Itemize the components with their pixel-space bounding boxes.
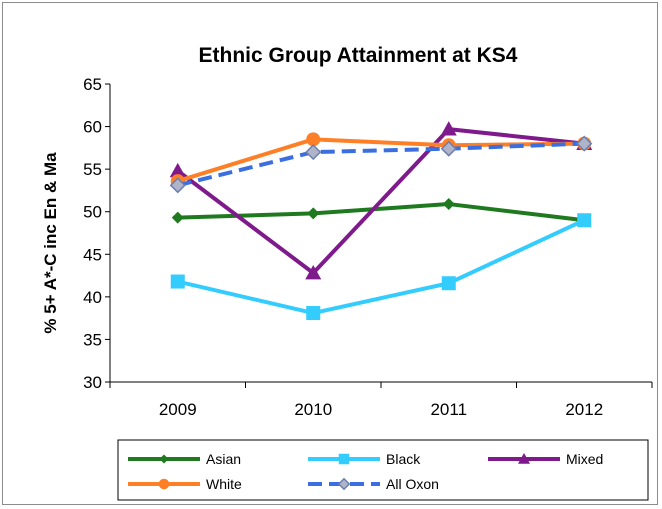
data-point: [576, 135, 593, 152]
y-tick-label: 45: [83, 245, 102, 264]
series-line: [176, 127, 585, 276]
legend-entry: Black: [308, 451, 421, 467]
legend-label: All Oxon: [386, 476, 439, 492]
data-point: [577, 213, 592, 228]
legend-label: Black: [386, 451, 421, 467]
legend-entry: White: [128, 476, 242, 492]
data-point: [306, 132, 321, 147]
data-point: [158, 478, 170, 490]
legend: Asian Black Mixed White All Oxon: [117, 439, 649, 501]
y-tick-label: 60: [83, 118, 102, 137]
legend-label: Asian: [206, 451, 241, 467]
series-black: [170, 213, 592, 321]
series-line: [177, 218, 586, 316]
y-tick-label: 35: [83, 330, 102, 349]
x-tick-label: 2009: [159, 400, 197, 419]
y-tick-label: 40: [83, 288, 102, 307]
series-line: [177, 202, 585, 223]
series-mixed: [169, 121, 593, 280]
series-white: [170, 132, 592, 189]
data-point: [170, 274, 185, 289]
data-point: [306, 306, 321, 321]
y-tick-label: 50: [83, 203, 102, 222]
legend-entry: All Oxon: [308, 476, 439, 492]
legend-label: Mixed: [566, 451, 603, 467]
data-point: [337, 477, 351, 491]
data-point: [171, 211, 184, 224]
y-axis-label: % 5+ A*-C inc En & Ma: [41, 152, 60, 334]
y-tick-label: 55: [83, 160, 102, 179]
data-point: [441, 276, 456, 291]
data-point: [159, 454, 169, 464]
data-point: [169, 162, 186, 178]
y-tick-label: 30: [83, 373, 102, 392]
x-tick-label: 2011: [430, 400, 467, 419]
data-point: [518, 453, 530, 464]
data-point: [305, 265, 322, 280]
x-tick-label: 2010: [294, 400, 332, 419]
series-all-oxon: [169, 135, 593, 194]
data-point: [440, 140, 457, 157]
y-tick-label: 65: [83, 75, 102, 94]
data-point: [169, 177, 186, 194]
data-point: [442, 198, 455, 211]
x-tick-label: 2012: [565, 400, 603, 419]
legend-entry: Mixed: [488, 451, 603, 467]
data-point: [440, 121, 457, 136]
data-point: [307, 207, 320, 220]
chart-title: Ethnic Group Attainment at KS4: [199, 44, 518, 67]
legend-entry: Asian: [128, 451, 241, 467]
legend-box: [117, 439, 649, 501]
data-point: [305, 144, 322, 161]
legend-label: White: [206, 476, 242, 492]
data-point: [338, 453, 350, 465]
plot-area: 30 35 40 45 50 55 60 65 2009 2010 2011 2012: [83, 75, 653, 419]
series-line: [177, 141, 585, 188]
